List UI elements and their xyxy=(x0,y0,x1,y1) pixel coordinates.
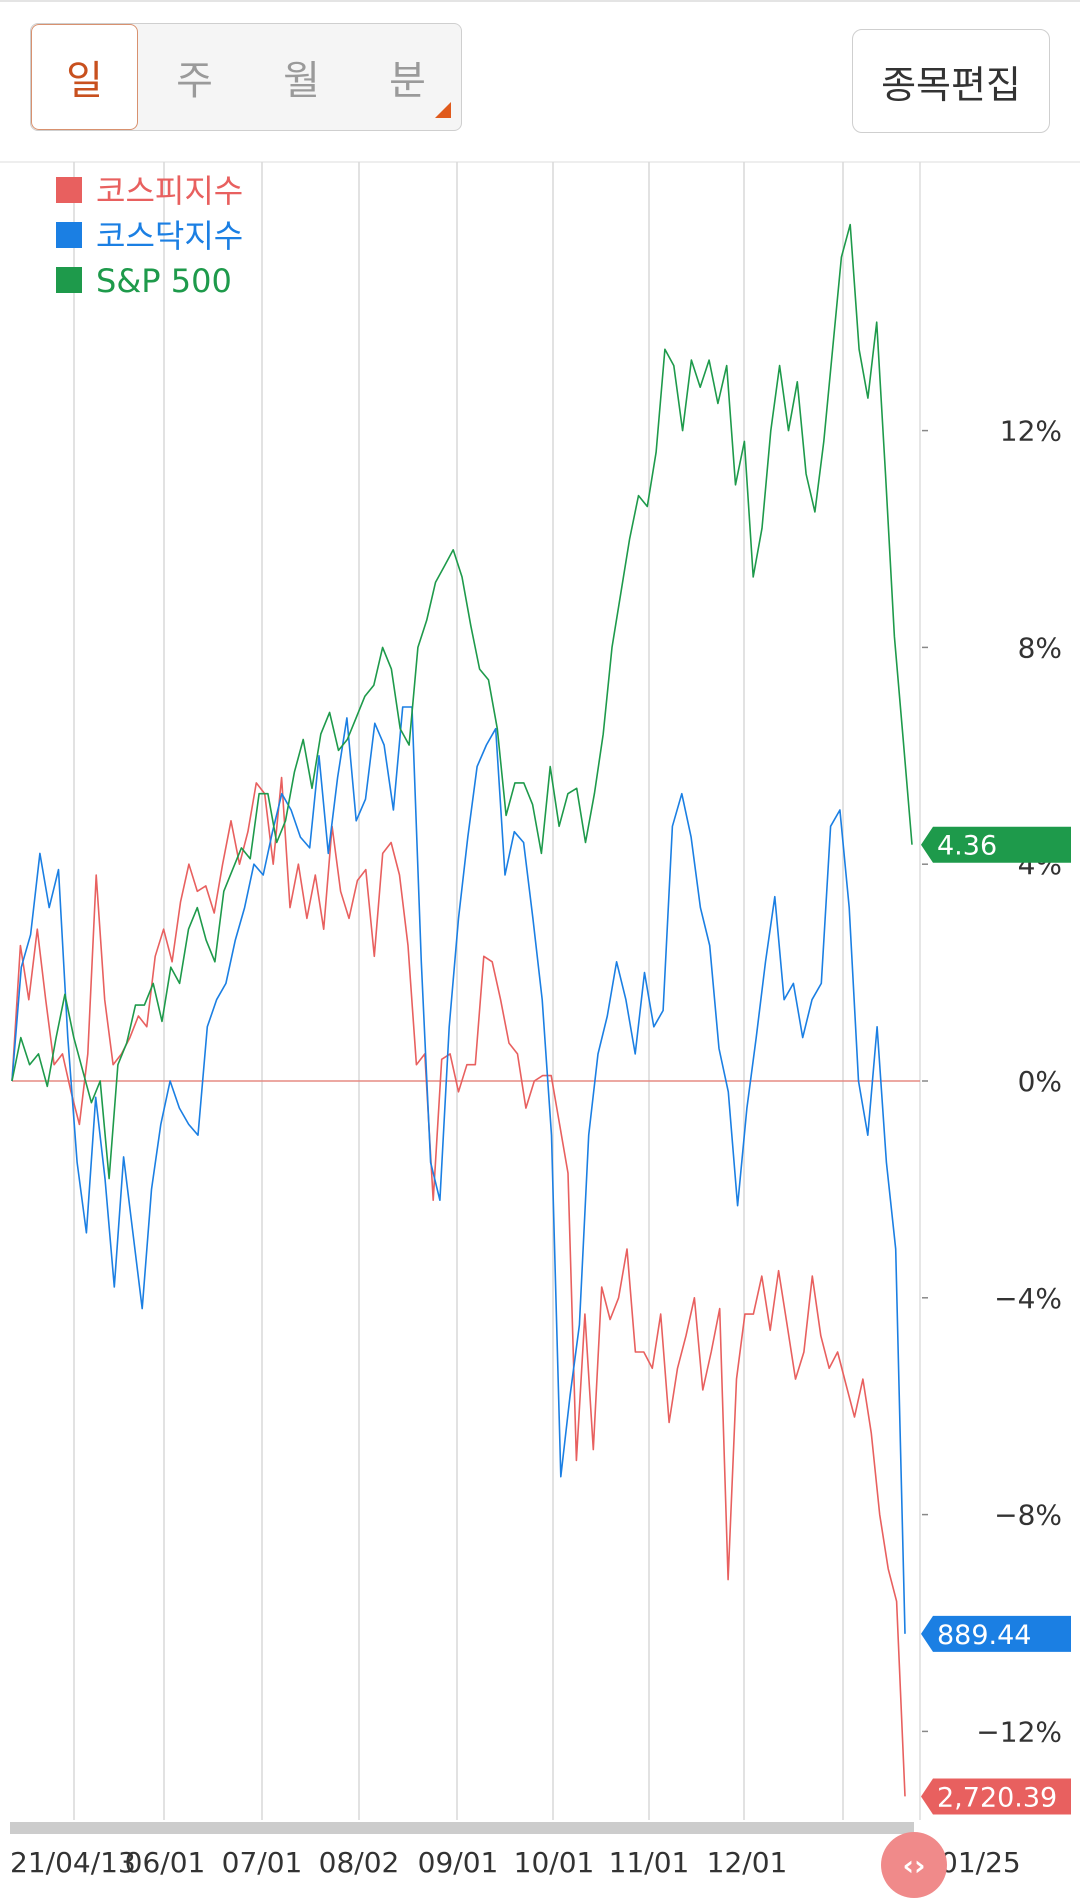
y-tick-label: 12% xyxy=(1000,415,1062,448)
last-value-tag xyxy=(921,826,1071,863)
edit-stocks-button[interactable]: 종목편집 xyxy=(852,29,1050,133)
series-line-kosdaq xyxy=(11,706,906,1634)
legend-swatch xyxy=(56,267,82,293)
series-line-sp500 xyxy=(11,223,913,1180)
scroll-handle-label: ‹› xyxy=(902,1848,926,1882)
x-tick-label: 07/01 xyxy=(222,1846,303,1879)
x-tick-label: 10/01 xyxy=(514,1846,595,1879)
tab-daily[interactable]: 일 xyxy=(31,24,138,130)
x-tick-label: 21/04/13 xyxy=(10,1846,136,1879)
top-divider xyxy=(0,0,1080,2)
x-tick-label: 09/01 xyxy=(418,1846,499,1879)
period-tab-group: 일 주 월 분 xyxy=(30,23,462,131)
x-tick-label: 12/01 xyxy=(707,1846,788,1879)
x-tick-label: 06/01 xyxy=(125,1846,206,1879)
legend-label: S&P 500 xyxy=(96,262,232,300)
chart-scroll-track[interactable] xyxy=(10,1822,914,1834)
series-line-kospi xyxy=(11,776,906,1797)
tab-daily-label: 일 xyxy=(66,58,103,104)
x-tick-label: 11/01 xyxy=(609,1846,690,1879)
x-tick-label: 01/25 xyxy=(940,1846,1021,1879)
y-tick-label: −8% xyxy=(994,1499,1062,1532)
last-value-label: 4.36 xyxy=(937,831,997,862)
last-value-tag xyxy=(921,1778,1071,1815)
y-tick-label: −12% xyxy=(976,1715,1062,1748)
tab-minute[interactable]: 분 xyxy=(354,24,461,130)
tab-weekly[interactable]: 주 xyxy=(141,24,248,130)
x-tick-label: 08/02 xyxy=(319,1846,400,1879)
tab-weekly-label: 주 xyxy=(176,58,213,104)
last-value-label: 889.44 xyxy=(937,1620,1031,1651)
legend-swatch xyxy=(56,222,82,248)
chart-scroll-handle[interactable]: ‹› xyxy=(881,1832,947,1898)
last-value-label: 2,720.39 xyxy=(937,1782,1057,1813)
y-tick-label: −4% xyxy=(994,1282,1062,1315)
last-value-tag xyxy=(921,1615,1071,1652)
legend-swatch xyxy=(56,177,82,203)
tab-minute-label: 분 xyxy=(389,58,426,104)
y-tick-label: 8% xyxy=(1018,631,1062,664)
edit-stocks-label: 종목편집 xyxy=(881,62,1021,107)
legend-label: 코스닥지수 xyxy=(96,217,243,255)
legend-label: 코스피지수 xyxy=(96,172,243,210)
y-tick-label: 0% xyxy=(1018,1065,1062,1098)
tab-monthly-label: 월 xyxy=(283,58,320,104)
dropdown-corner-icon xyxy=(435,102,451,118)
tab-monthly[interactable]: 월 xyxy=(248,24,355,130)
